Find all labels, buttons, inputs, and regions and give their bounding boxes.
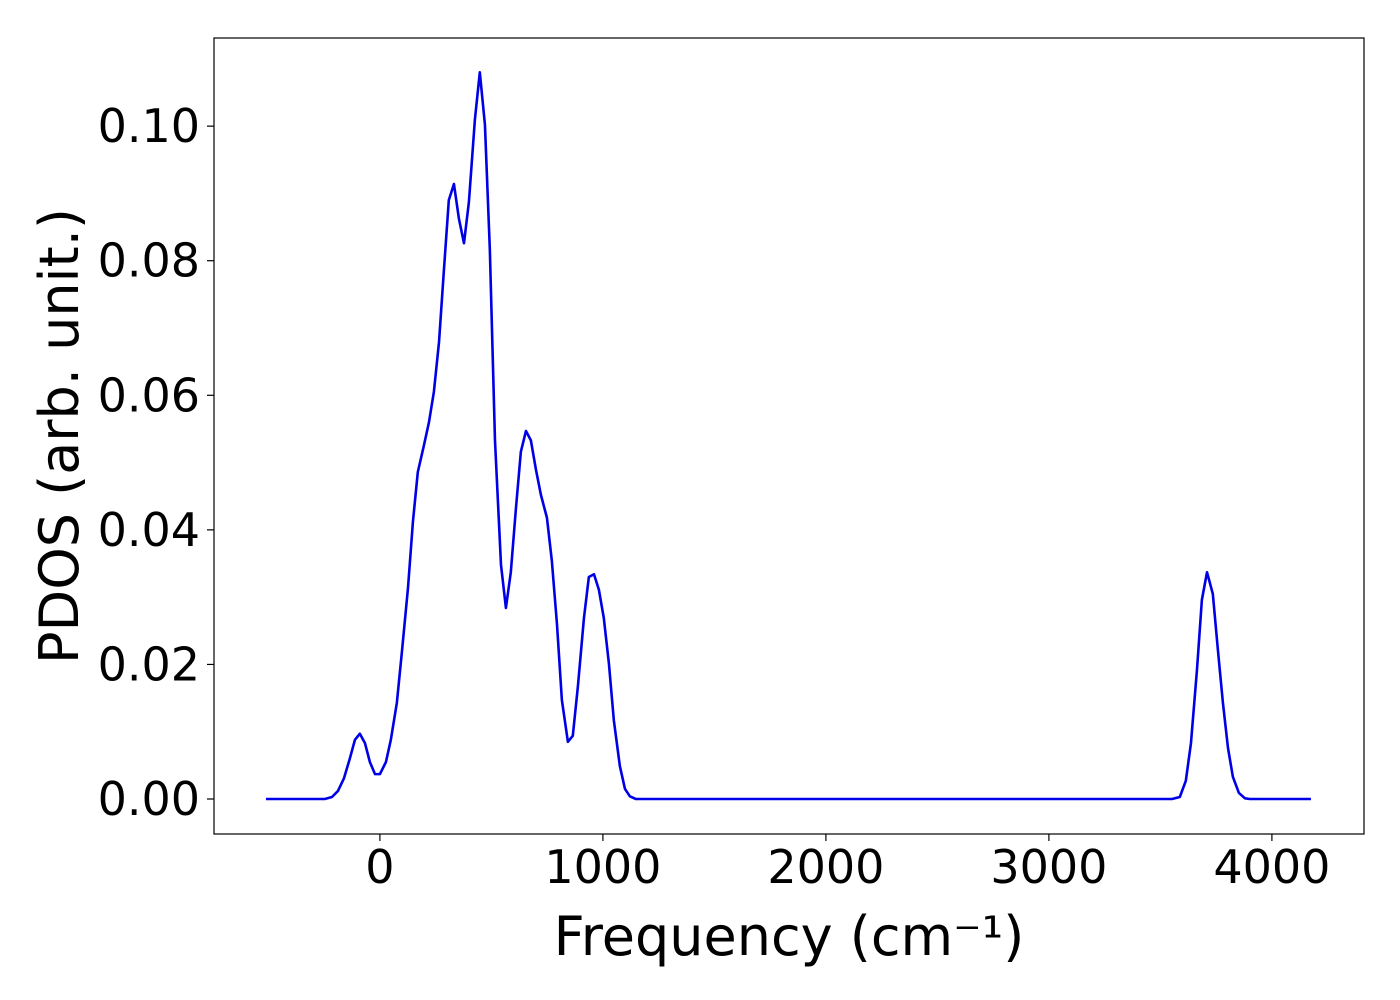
data-line — [265, 71, 1311, 801]
y-tick-label: 0.02 — [98, 637, 200, 691]
y-tick-label: 0.04 — [98, 503, 200, 557]
x-tick-label: 1000 — [544, 840, 661, 894]
y-tick-label: 0.06 — [98, 368, 200, 422]
y-tick-label: 0.08 — [98, 234, 200, 288]
x-tick-label: 0 — [365, 840, 394, 894]
x-tick-label: 4000 — [1213, 840, 1330, 894]
y-axis-label: PDOS (arb. unit.) — [28, 208, 91, 664]
plot-frame — [213, 37, 1365, 835]
x-tick-label: 2000 — [767, 840, 884, 894]
x-axis-label: Frequency (cm⁻¹) — [554, 905, 1025, 968]
y-tick-label: 0.10 — [98, 99, 200, 153]
x-tick-label: 3000 — [990, 840, 1107, 894]
y-tick-label: 0.00 — [98, 772, 200, 826]
